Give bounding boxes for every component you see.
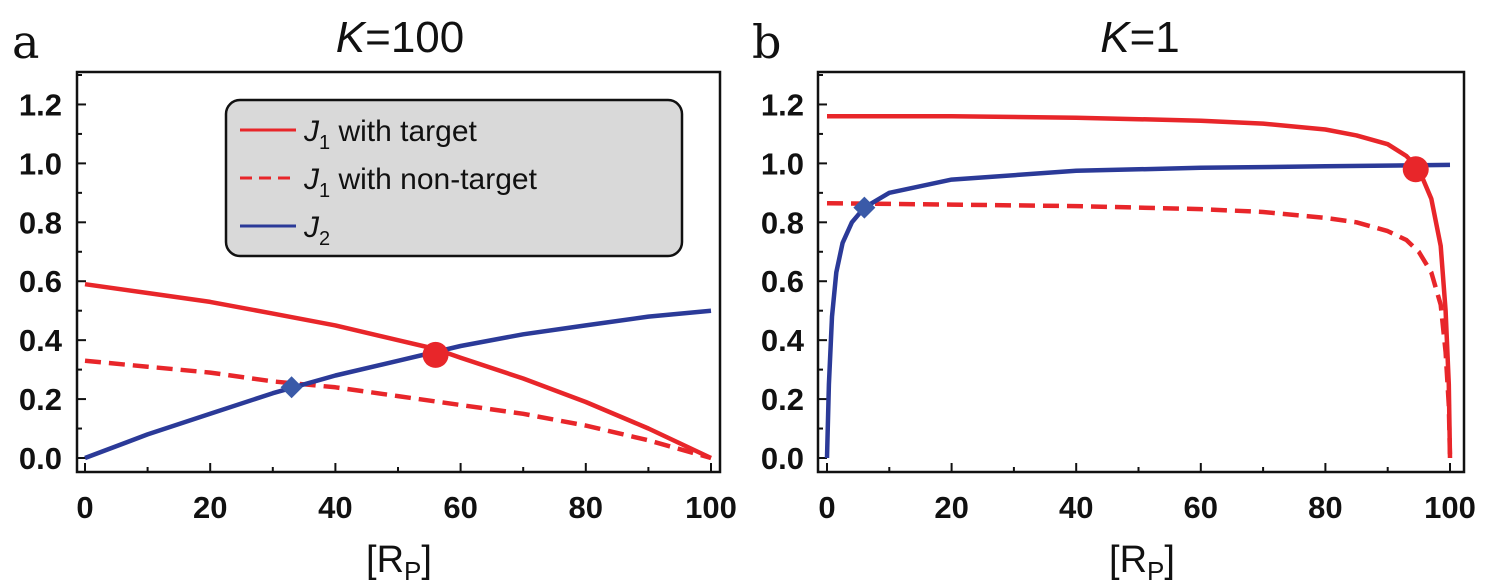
x-tick-label: 80 [1308,490,1342,525]
x-tick-label: 40 [1059,490,1093,525]
series-line-j1-nontarget [84,358,712,461]
x-tick-label: 20 [934,490,968,525]
series-line-j1-target [827,113,1453,459]
x-tick-label: 100 [1424,490,1476,525]
panel-label: a [12,15,39,69]
series-line-j2 [84,308,712,461]
plot-frame [816,70,1466,474]
x-tick-label: 60 [1184,490,1218,525]
intersection-marker-diamond [853,196,876,219]
y-tick-label: 1.2 [19,87,62,122]
chart-title: K=1 [1100,13,1180,62]
y-tick-label: 1.2 [761,87,804,122]
legend-entry-j1-target: J1 with target [240,115,478,154]
x-tick-label: 20 [193,490,227,525]
intersection-marker-circle [422,341,449,368]
y-tick-label: 0.0 [19,441,62,476]
y-tick-label: 0.4 [19,323,63,358]
x-tick-label: 80 [569,490,603,525]
y-tick-label: 0.8 [19,205,62,240]
y-tick-label: 0.0 [761,441,804,476]
x-tick-label: 0 [76,490,93,525]
intersection-marker-diamond [280,376,303,399]
x-tick-label: 60 [443,490,477,525]
x-tick-label: 0 [818,490,835,525]
legend-label: J1 with target [303,115,478,154]
legend: J1 with target J1 with non-target J2 [224,98,684,258]
y-tick-label: 1.0 [19,146,62,181]
panel-a: a K=100 0 20 40 60 80 100 0.0 0.2 0.4 0.6 0.8 1.0 1.… [12,13,737,586]
intersection-marker-circle [1402,156,1429,183]
x-axis-label: [RP] [1109,539,1175,586]
y-tick-label: 0.2 [19,382,62,417]
legend-label: J2 [303,211,330,250]
y-tick-label: 0.4 [761,323,805,358]
legend-entry-j1-nontarget: J1 with non-target [240,163,538,202]
legend-label: J1 with non-target [303,163,538,202]
y-tick-label: 0.6 [19,264,62,299]
legend-entry-j2: J2 [240,211,330,250]
y-tick-label: 0.8 [761,205,804,240]
chart-title: K=100 [336,13,464,62]
y-tick-label: 0.2 [761,382,804,417]
series-line-j1-nontarget [826,200,1453,459]
panel-label: b [752,15,781,69]
legend-box [224,98,684,258]
panel-b: b K=1 0 20 40 60 80 1000.00.20.40.60.81.01.2 … [752,13,1476,586]
series-line-j2 [824,162,1451,459]
x-tick-label: 40 [318,490,352,525]
x-tick-label: 100 [685,490,737,525]
y-tick-label: 1.0 [761,146,804,181]
series-line-j1-target [84,281,712,461]
y-tick-label: 0.6 [761,264,804,299]
x-axis-label: [RP] [366,539,432,586]
